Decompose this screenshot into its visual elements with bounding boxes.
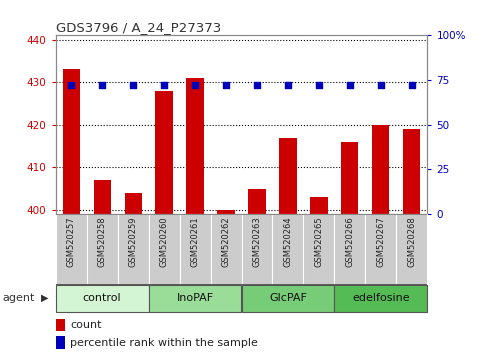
Text: GSM520261: GSM520261 xyxy=(190,216,199,267)
Bar xyxy=(56,336,65,349)
Text: control: control xyxy=(83,293,121,303)
Bar xyxy=(217,210,235,214)
Text: GSM520258: GSM520258 xyxy=(98,216,107,267)
Text: percentile rank within the sample: percentile rank within the sample xyxy=(71,338,258,348)
Text: GSM520265: GSM520265 xyxy=(314,216,324,267)
Bar xyxy=(56,285,149,312)
Text: GSM520262: GSM520262 xyxy=(222,216,230,267)
Text: GSM520260: GSM520260 xyxy=(159,216,169,267)
Text: edelfosine: edelfosine xyxy=(352,293,410,303)
Bar xyxy=(186,78,203,214)
Text: InoPAF: InoPAF xyxy=(176,293,213,303)
Bar xyxy=(56,214,86,285)
Bar xyxy=(372,125,389,214)
Point xyxy=(67,82,75,88)
Bar xyxy=(211,214,242,285)
Bar xyxy=(366,214,397,285)
Bar xyxy=(62,69,80,214)
Text: GlcPAF: GlcPAF xyxy=(269,293,307,303)
Point xyxy=(129,82,137,88)
Point xyxy=(284,82,292,88)
Bar xyxy=(242,214,272,285)
Point xyxy=(408,82,416,88)
Text: GSM520263: GSM520263 xyxy=(253,216,261,267)
Bar xyxy=(180,214,211,285)
Bar xyxy=(242,285,334,312)
Text: count: count xyxy=(71,320,102,330)
Bar xyxy=(149,285,242,312)
Text: agent: agent xyxy=(2,293,35,303)
Point xyxy=(377,82,385,88)
Bar xyxy=(117,214,149,285)
Bar xyxy=(248,189,266,214)
Bar xyxy=(125,193,142,214)
Bar xyxy=(94,180,111,214)
Bar xyxy=(334,214,366,285)
Point xyxy=(346,82,354,88)
Text: GSM520267: GSM520267 xyxy=(376,216,385,267)
Bar xyxy=(341,142,358,214)
Text: GSM520268: GSM520268 xyxy=(408,216,416,267)
Text: GSM520264: GSM520264 xyxy=(284,216,293,267)
Bar xyxy=(272,214,303,285)
Text: GSM520266: GSM520266 xyxy=(345,216,355,267)
Bar xyxy=(303,214,334,285)
Text: ▶: ▶ xyxy=(41,293,49,303)
Point xyxy=(160,82,168,88)
Text: GSM520257: GSM520257 xyxy=(67,216,75,267)
Bar xyxy=(156,91,172,214)
Bar xyxy=(280,138,297,214)
Point xyxy=(253,82,261,88)
Bar xyxy=(403,129,421,214)
Bar xyxy=(311,197,327,214)
Point xyxy=(191,82,199,88)
Point xyxy=(98,82,106,88)
Bar xyxy=(397,214,427,285)
Point xyxy=(222,82,230,88)
Point xyxy=(315,82,323,88)
Bar xyxy=(56,319,65,331)
Bar xyxy=(86,214,117,285)
Bar xyxy=(149,214,180,285)
Text: GDS3796 / A_24_P27373: GDS3796 / A_24_P27373 xyxy=(56,21,221,34)
Text: GSM520259: GSM520259 xyxy=(128,216,138,267)
Bar xyxy=(334,285,427,312)
